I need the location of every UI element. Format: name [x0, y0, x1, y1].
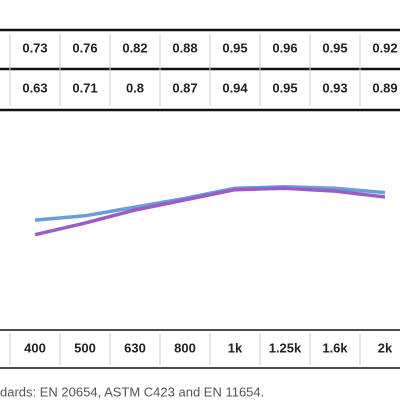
series-line — [34, 186, 386, 237]
table-cell: 0.95 — [322, 40, 347, 55]
table-cell: 0.82 — [122, 40, 147, 55]
table-cell: 0.89 — [372, 80, 397, 95]
x-tick-label: 400 — [24, 340, 46, 355]
table-cell: 0.87 — [172, 80, 197, 95]
table-cell: 0.8 — [126, 80, 144, 95]
table-cell: 0.95 — [272, 80, 297, 95]
table-cell: 0.76 — [72, 40, 97, 55]
x-tick-label: 630 — [124, 340, 146, 355]
table-frame — [0, 28, 400, 369]
table-cell: 0.95 — [222, 40, 247, 55]
table-cell: 0.94 — [222, 80, 248, 95]
table-cell: 0.93 — [322, 80, 347, 95]
x-tick-label: 1.6k — [322, 340, 348, 355]
footnote: dards: EN 20654, ASTM C423 and EN 11654. — [0, 384, 264, 399]
table-cell: 0.92 — [372, 40, 397, 55]
x-tick-label: 1.25k — [269, 340, 302, 355]
table-cell: 0.96 — [272, 40, 297, 55]
table-cell: 0.88 — [172, 40, 197, 55]
x-tick-label: 2k — [378, 340, 393, 355]
table-cell: 0.71 — [72, 80, 97, 95]
table-cell: 0.73 — [22, 40, 47, 55]
x-tick-label: 800 — [174, 340, 196, 355]
x-tick-label: 1k — [228, 340, 243, 355]
table-cell: 0.63 — [22, 80, 47, 95]
x-tick-label: 500 — [74, 340, 96, 355]
column-separators — [9, 34, 361, 365]
